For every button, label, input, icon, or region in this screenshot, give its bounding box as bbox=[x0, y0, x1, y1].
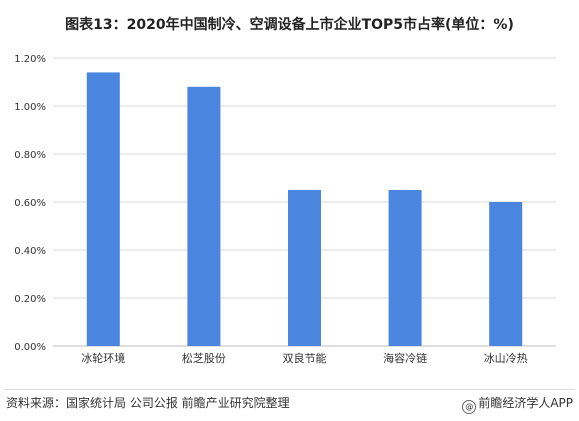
credit-label: 前瞻经济学人APP bbox=[478, 396, 573, 410]
y-tick-label: 1.20% bbox=[14, 54, 46, 65]
x-tick-label: 松芝股份 bbox=[182, 351, 226, 365]
x-tick-label: 双良节能 bbox=[283, 351, 327, 365]
source-note: 资料来源：国家统计局 公司公报 前瞻产业研究院整理 bbox=[6, 396, 290, 410]
at-sign-icon: @ bbox=[462, 400, 477, 414]
y-tick-label: 0.40% bbox=[14, 246, 46, 257]
x-tick-label: 冰山冷热 bbox=[484, 352, 528, 365]
y-tick-label: 0.20% bbox=[14, 294, 46, 305]
y-tick-label: 0.00% bbox=[14, 342, 46, 353]
credit: @ 前瞻经济学人APP bbox=[462, 394, 573, 414]
y-tick-label: 1.00% bbox=[14, 102, 46, 113]
x-axis-ticks: 冰轮环境 松芝股份 双良节能 海容冷链 冰山冷热 bbox=[81, 351, 527, 365]
footer-divider bbox=[4, 389, 575, 390]
bar bbox=[489, 202, 523, 346]
y-axis-ticks: 0.00% 0.20% 0.40% 0.60% 0.80% 1.00% 1.20% bbox=[14, 54, 46, 353]
chart-title: 图表13：2020年中国制冷、空调设备上市企业TOP5市占率(单位：%) bbox=[65, 17, 514, 33]
bars bbox=[86, 72, 523, 347]
bar bbox=[86, 72, 120, 347]
bar bbox=[187, 86, 221, 347]
x-tick-label: 海容冷链 bbox=[383, 351, 427, 365]
bar bbox=[388, 190, 422, 346]
bar bbox=[288, 190, 321, 346]
x-tick-label: 冰轮环境 bbox=[81, 351, 125, 365]
y-tick-label: 0.80% bbox=[14, 150, 46, 161]
y-tick-label: 0.60% bbox=[14, 198, 46, 209]
